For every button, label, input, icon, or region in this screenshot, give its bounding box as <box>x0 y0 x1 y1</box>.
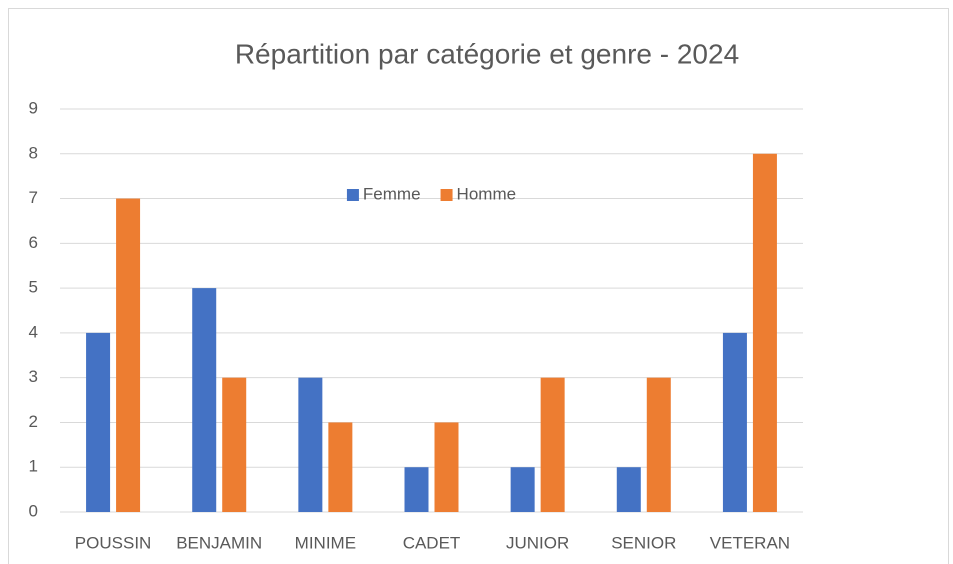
y-tick-label: 8 <box>29 143 38 162</box>
bar <box>328 422 353 512</box>
x-tick-label: BENJAMIN <box>176 533 262 552</box>
bar <box>222 377 247 512</box>
y-tick-label: 6 <box>29 233 38 252</box>
y-tick-label: 7 <box>29 188 38 207</box>
x-tick-label: POUSSIN <box>75 533 152 552</box>
bar <box>540 377 565 512</box>
y-tick-label: 1 <box>29 457 38 476</box>
chart-title: Répartition par catégorie et genre - 202… <box>235 38 739 69</box>
bar <box>192 288 217 512</box>
legend-swatch <box>440 189 453 201</box>
y-tick-label: 0 <box>29 501 38 520</box>
y-tick-label: 9 <box>29 98 38 117</box>
y-tick-label: 5 <box>29 278 38 297</box>
bar <box>752 153 777 512</box>
bar <box>404 467 429 512</box>
bar <box>298 377 323 512</box>
bar <box>434 422 459 512</box>
y-tick-label: 4 <box>29 322 38 341</box>
legend-label: Homme <box>457 184 517 203</box>
bar <box>616 467 641 512</box>
legend-swatch <box>346 189 359 201</box>
x-tick-label: MINIME <box>295 533 356 552</box>
bar <box>646 377 671 512</box>
bar <box>86 332 111 512</box>
x-tick-label: CADET <box>403 533 461 552</box>
bar <box>510 467 535 512</box>
bar <box>722 332 747 512</box>
legend-label: Femme <box>363 184 421 203</box>
y-tick-label: 2 <box>29 412 38 431</box>
y-tick-label: 3 <box>29 367 38 386</box>
x-tick-label: JUNIOR <box>506 533 569 552</box>
x-tick-label: VETERAN <box>710 533 790 552</box>
x-tick-label: SENIOR <box>611 533 676 552</box>
bar <box>116 198 141 513</box>
chart-frame <box>8 8 949 564</box>
